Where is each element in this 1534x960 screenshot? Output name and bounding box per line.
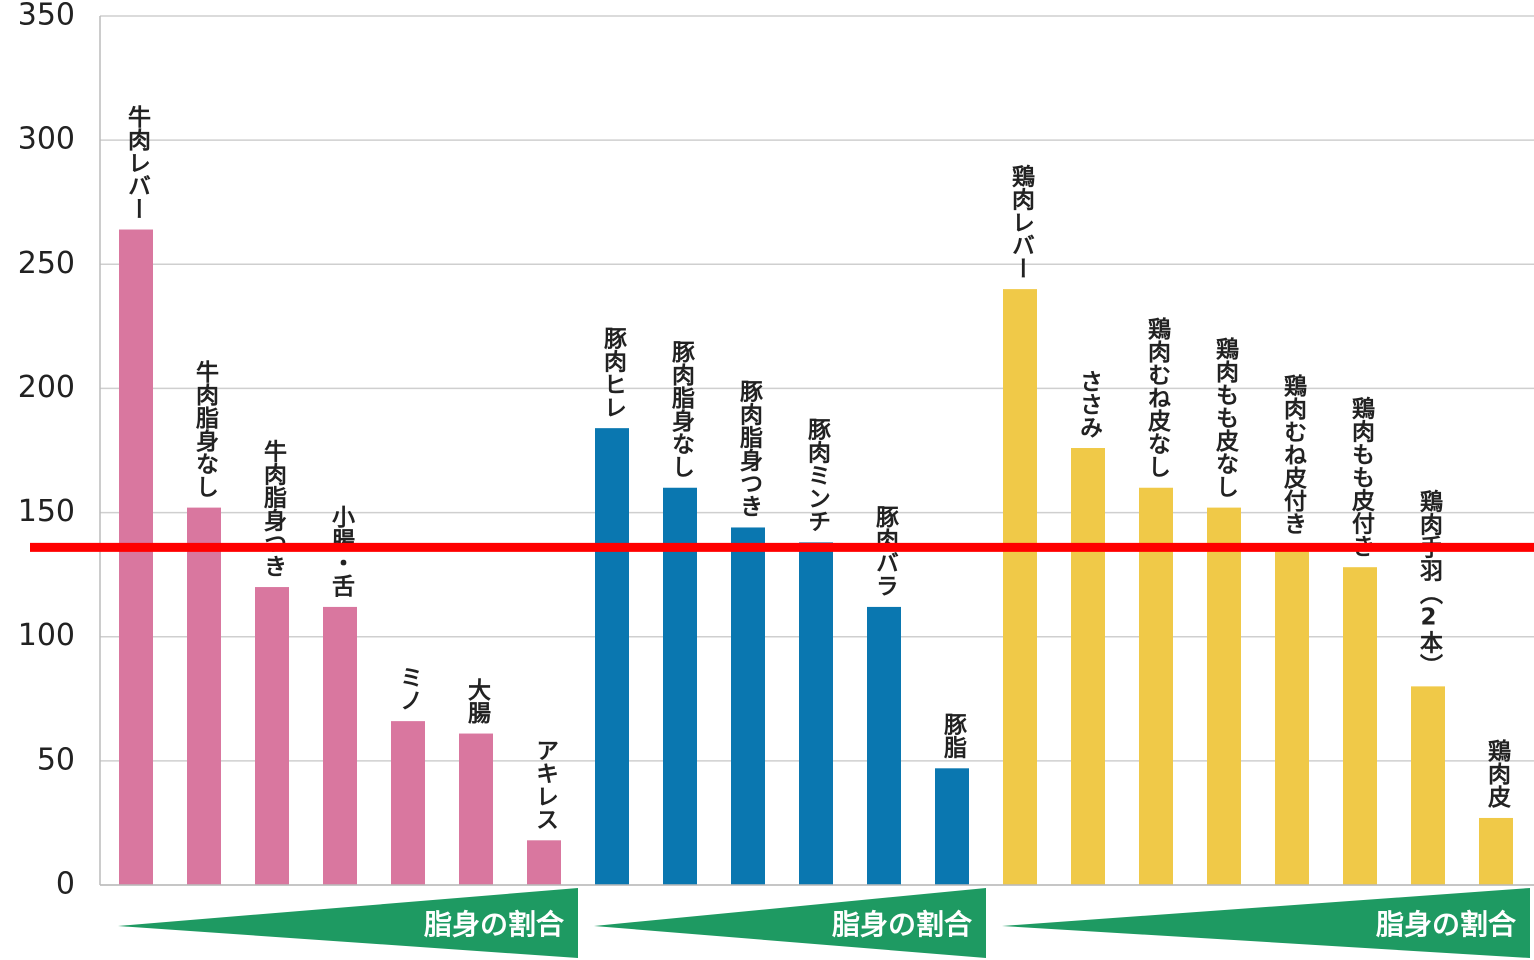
bar-label: 鶏肉レバー	[1008, 163, 1036, 279]
bar-label: ささみ	[1076, 369, 1103, 438]
bar-label: 豚脂	[940, 712, 968, 759]
y-tick-label: 100	[18, 618, 75, 653]
bar	[1003, 289, 1037, 886]
bar	[1479, 817, 1513, 885]
wedge-label: 脂身の割合	[1376, 908, 1517, 941]
y-tick-label: 150	[18, 494, 75, 529]
bar-label: 鶏肉むね皮付き	[1280, 373, 1308, 535]
bar-label: 鶏肉手羽（2本）	[1416, 489, 1444, 677]
bar	[255, 587, 289, 885]
bar	[119, 229, 153, 886]
bar-label: 牛肉脂身なし	[192, 360, 220, 498]
bar-label: 鶏肉もも皮付き	[1348, 395, 1376, 557]
bar-label: 豚肉脂身なし	[668, 340, 696, 478]
bar-label: アキレス	[532, 738, 559, 830]
fat-ratio-wedge	[118, 888, 578, 958]
bar-label: 牛肉レバー	[124, 105, 152, 220]
bar	[527, 840, 561, 885]
bar-label: 大腸	[464, 678, 492, 725]
bar	[1343, 567, 1377, 885]
y-tick-label: 0	[56, 867, 75, 902]
bar	[663, 487, 697, 885]
bar-label: 牛肉脂身つき	[260, 439, 288, 577]
bar	[391, 721, 425, 885]
y-tick-label: 250	[18, 246, 75, 281]
y-tick-label: 50	[37, 742, 75, 777]
bar-label: 鶏肉むね皮なし	[1144, 316, 1172, 478]
bar	[187, 507, 221, 885]
bar-label: 鶏肉もも皮なし	[1212, 336, 1240, 498]
y-tick-label: 200	[18, 370, 75, 405]
bar	[731, 527, 765, 885]
bar	[799, 542, 833, 885]
bar	[1071, 448, 1105, 885]
bar-label: 豚肉ミンチ	[804, 417, 832, 532]
y-tick-label: 300	[18, 122, 75, 157]
bar	[1275, 544, 1309, 885]
bar	[595, 428, 629, 885]
bar	[867, 606, 901, 885]
bar-label: 豚肉脂身つき	[736, 379, 764, 517]
bar-label: ミノ	[396, 665, 422, 711]
wedge-label: 脂身の割合	[424, 908, 565, 941]
bar-label: 豚肉ヒレ	[600, 326, 628, 418]
bar	[935, 768, 969, 885]
bar	[1411, 686, 1445, 885]
bar-label: 鶏肉皮	[1484, 738, 1512, 809]
fat-ratio-wedge	[1002, 888, 1530, 958]
y-tick-label: 350	[18, 0, 75, 33]
bar	[1207, 507, 1241, 885]
bar	[323, 606, 357, 885]
wedge-label: 脂身の割合	[832, 908, 973, 941]
bar	[459, 733, 493, 885]
fat-ratio-wedge	[594, 888, 986, 958]
bar	[1139, 487, 1173, 885]
